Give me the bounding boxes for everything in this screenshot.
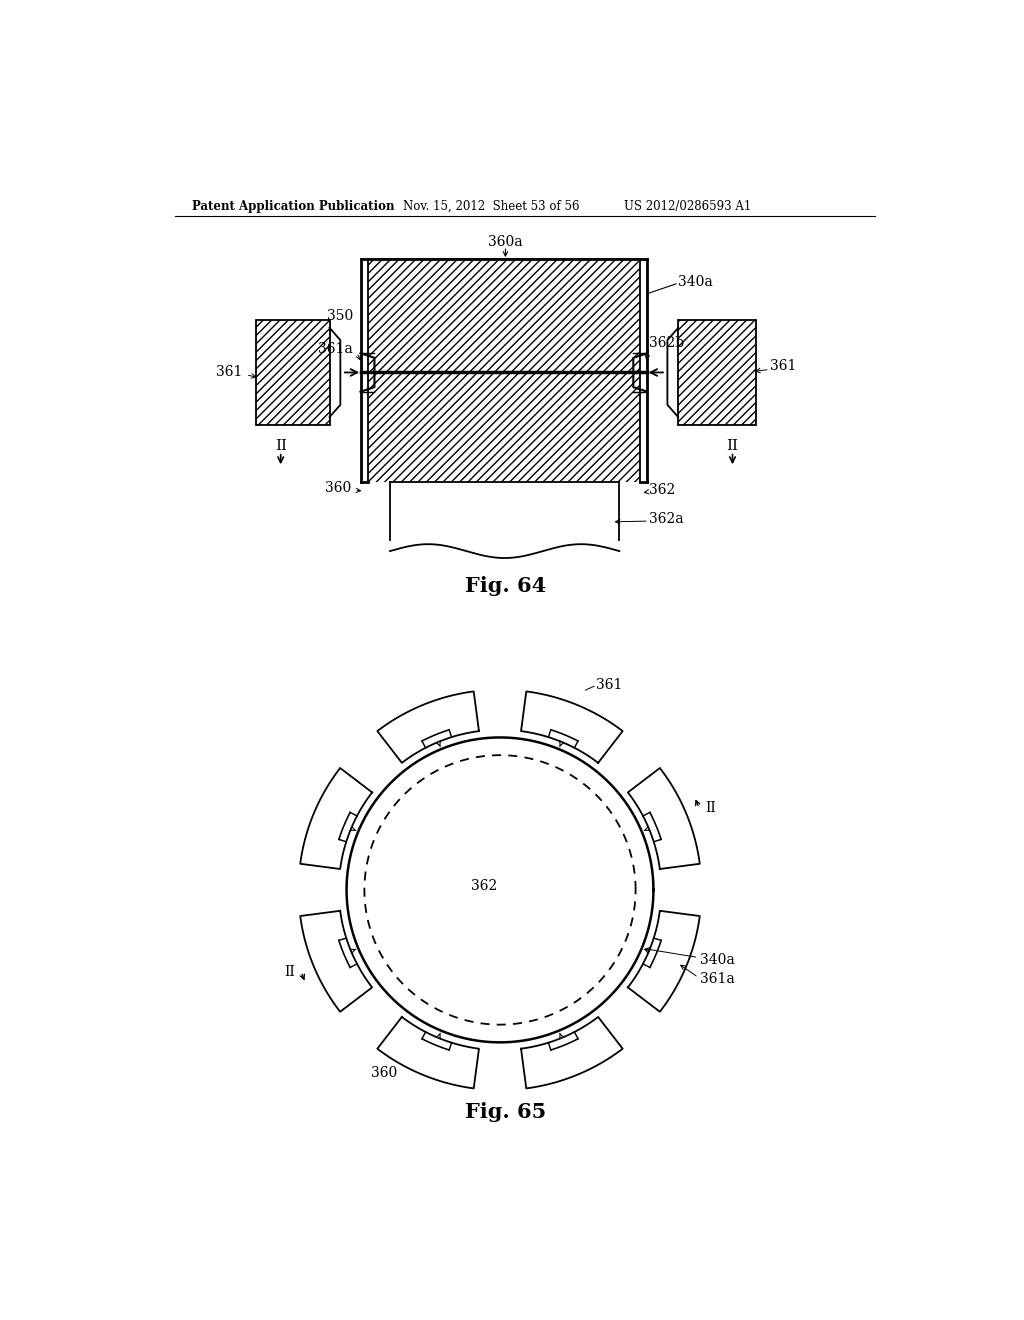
Text: Fig. 65: Fig. 65: [465, 1102, 546, 1122]
Text: 360: 360: [325, 480, 351, 495]
Bar: [678, 321, 756, 425]
Polygon shape: [377, 1016, 479, 1089]
Text: II: II: [726, 440, 738, 453]
Polygon shape: [628, 768, 699, 869]
Text: 360a: 360a: [488, 235, 522, 248]
Text: 350: 350: [327, 309, 352, 323]
Text: Patent Application Publication: Patent Application Publication: [191, 199, 394, 213]
Text: II: II: [706, 801, 716, 814]
Polygon shape: [521, 1016, 623, 1089]
Text: Nov. 15, 2012  Sheet 53 of 56: Nov. 15, 2012 Sheet 53 of 56: [403, 199, 580, 213]
Text: 361: 361: [596, 677, 622, 692]
Text: 362: 362: [649, 483, 675, 496]
Text: 362: 362: [471, 879, 498, 894]
Text: 340a: 340a: [678, 275, 713, 289]
Bar: [256, 321, 330, 425]
Text: 362b: 362b: [649, 337, 684, 350]
Text: 361: 361: [770, 359, 796, 374]
Bar: [256, 321, 330, 425]
Text: II: II: [274, 440, 287, 453]
Text: 360: 360: [371, 1067, 397, 1080]
Polygon shape: [300, 768, 372, 869]
Text: II: II: [284, 965, 295, 979]
Text: US 2012/0286593 A1: US 2012/0286593 A1: [624, 199, 752, 213]
Text: 361: 361: [216, 366, 243, 379]
Polygon shape: [521, 692, 623, 763]
Polygon shape: [377, 692, 479, 763]
Text: 361a: 361a: [318, 342, 352, 356]
Text: 361a: 361a: [700, 972, 734, 986]
Bar: [369, 259, 640, 482]
Text: 362a: 362a: [649, 512, 683, 525]
Text: 340a: 340a: [700, 953, 734, 966]
Polygon shape: [628, 911, 699, 1011]
Bar: [678, 321, 756, 425]
Text: Fig. 64: Fig. 64: [465, 576, 546, 595]
Polygon shape: [300, 911, 372, 1011]
